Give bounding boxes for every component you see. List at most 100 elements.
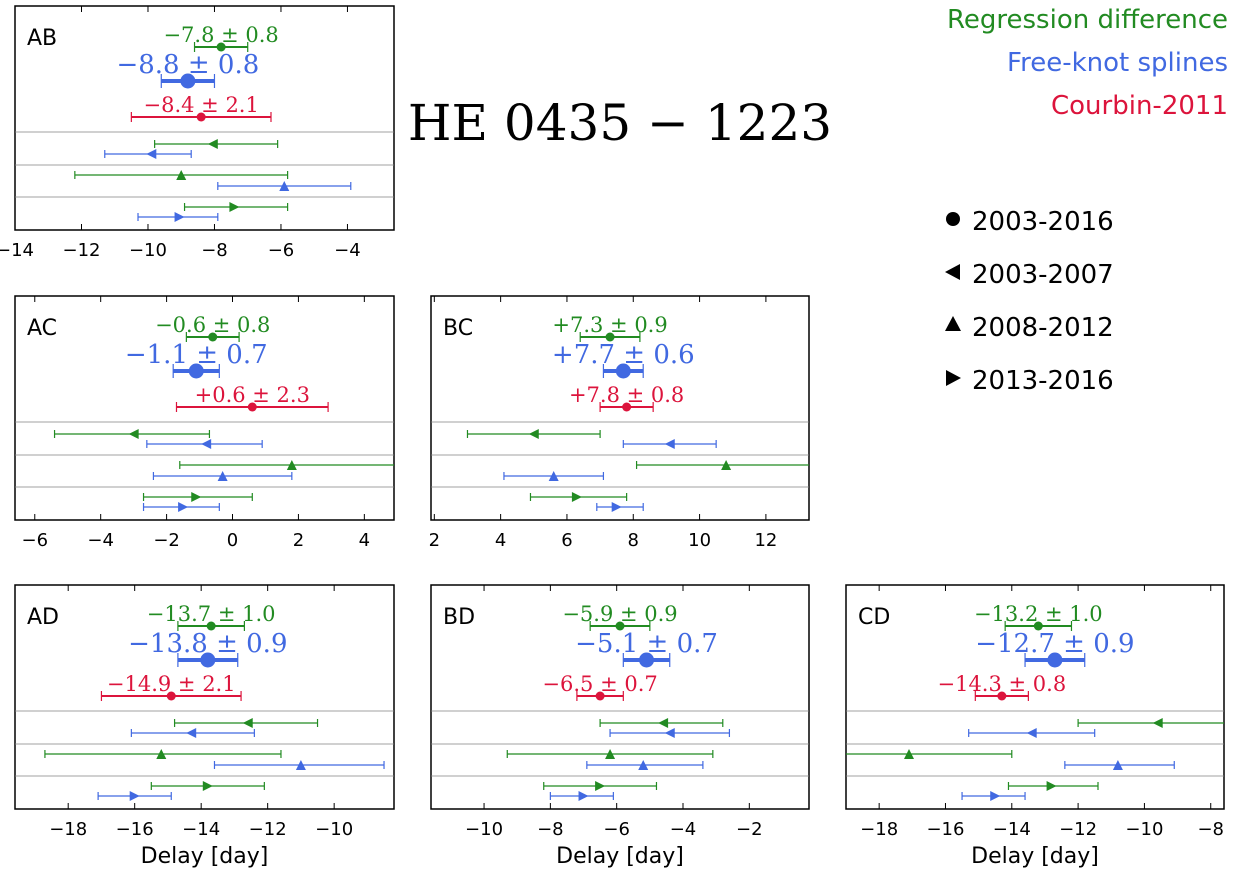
x-tick-label: −4	[87, 530, 114, 551]
legend-period-2008-2012: 2008-2012	[972, 313, 1114, 343]
summary-value-label-fks: −1.1 ± 0.7	[125, 340, 268, 370]
legend-circle-marker	[946, 212, 960, 226]
season-point-2003-2007-fks	[201, 439, 212, 449]
panel-label: BD	[443, 605, 475, 630]
summary-point-fks	[200, 652, 216, 668]
season-point-2013-2016-fks	[990, 791, 1001, 801]
x-tick-label: −4	[670, 819, 697, 840]
season-point-2003-2007-rd	[658, 718, 669, 728]
plot-area	[53, 332, 394, 512]
plot-area	[506, 621, 731, 801]
x-tick-label: −14	[0, 240, 34, 261]
x-tick-label: −12	[1059, 819, 1097, 840]
panel-ad: AD −13.7 ± 1.0 −13.8 ± 0.9 −14.9 ± 2.1 −18 −1…	[14, 584, 395, 869]
season-point-2008-2012-fks	[217, 471, 228, 481]
summary-point-c11	[622, 402, 632, 412]
x-tick-label: −14	[182, 819, 220, 840]
legend-method-free-knot-splines: Free-knot splines	[1007, 48, 1228, 78]
season-point-2013-2016-rd	[595, 781, 606, 791]
summary-value-label-fks: −12.7 ± 0.9	[975, 629, 1134, 659]
x-tick-label: 4	[359, 530, 370, 551]
panel-cd: CD −13.2 ± 1.0 −12.7 ± 0.9 −14.3 ± 0.8 −18 −1…	[845, 584, 1225, 869]
summary-value-label-rd: −5.9 ± 0.9	[562, 602, 677, 626]
panel-label: AD	[27, 605, 59, 630]
x-tick-label: −18	[49, 819, 87, 840]
panel-label: AC	[27, 316, 57, 341]
summary-value-label-c11: −14.9 ± 2.1	[107, 672, 236, 696]
legend-period-2013-2016: 2013-2016	[972, 366, 1114, 396]
panel-bd-frame	[430, 584, 810, 810]
summary-point-c11	[595, 691, 605, 701]
summary-point-c11	[997, 691, 1007, 701]
x-tick-label: −4	[334, 240, 361, 261]
summary-point-c11	[166, 691, 176, 701]
season-point-2013-2016-rd	[1046, 781, 1057, 791]
x-tick-label: −6	[268, 240, 295, 261]
summary-point-fks	[639, 652, 655, 668]
summary-point-c11	[247, 402, 257, 412]
x-tick-label: 4	[495, 530, 506, 551]
season-point-2003-2007-fks	[186, 728, 197, 738]
panel-ac: AC −0.6 ± 0.8 −1.1 ± 0.7 +0.6 ± 2.3 −6 −4 −2 0 2…	[14, 295, 395, 551]
x-tick-label: −8	[201, 240, 228, 261]
panel-label: CD	[858, 605, 890, 630]
panel-ac-frame	[14, 295, 395, 521]
summary-point-fks	[188, 363, 204, 379]
x-tick-label: −16	[926, 819, 964, 840]
season-point-2008-2012-fks	[279, 181, 290, 191]
plot-area	[846, 621, 1224, 801]
summary-point-fks	[180, 73, 196, 89]
season-point-2003-2007-fks	[664, 728, 675, 738]
panel-bd: BD −5.9 ± 0.9 −5.1 ± 0.7 −6.5 ± 0.7 −10 −8 −6 −…	[430, 584, 810, 869]
summary-point-rd	[1033, 621, 1043, 631]
summary-value-label-rd: +7.3 ± 0.9	[552, 313, 667, 337]
x-tick-label: 10	[688, 530, 711, 551]
x-tick-label: −12	[62, 240, 100, 261]
x-tick-label: −8	[1197, 819, 1224, 840]
season-point-2008-2012-fks	[1112, 760, 1123, 770]
x-tick-label: −2	[153, 530, 180, 551]
x-tick-label: 2	[293, 530, 304, 551]
season-point-2013-2016-rd	[191, 492, 202, 502]
summary-value-label-fks: −8.8 ± 0.8	[116, 50, 259, 80]
legend-method-courbin-2011: Courbin-2011	[1051, 91, 1228, 121]
season-point-2003-2007-rd	[207, 139, 218, 149]
season-point-2008-2012-rd	[721, 460, 732, 470]
x-tick-label: 6	[561, 530, 572, 551]
legend-triangle-up-marker	[945, 316, 961, 331]
season-point-2008-2012-rd	[904, 749, 914, 759]
x-tick-label: −2	[736, 819, 763, 840]
summary-point-rd	[605, 332, 615, 342]
figure-title: HE 0435 − 1223	[408, 94, 832, 152]
x-tick-label: −6	[22, 530, 49, 551]
x-axis-label: Delay [day]	[556, 844, 684, 869]
panel-ad-frame	[14, 584, 395, 810]
season-point-2003-2007-rd	[1152, 718, 1163, 728]
season-point-2003-2007-rd	[242, 718, 253, 728]
season-point-2008-2012-rd	[605, 749, 616, 759]
panel-label: AB	[27, 26, 57, 51]
season-errorbar-2008-2012-rd	[846, 750, 1013, 758]
season-point-2003-2007-fks	[1026, 728, 1037, 738]
summary-value-label-fks: −13.8 ± 0.9	[128, 629, 287, 659]
x-tick-label: −16	[116, 819, 154, 840]
summary-point-rd	[206, 621, 216, 631]
panel-bc-frame	[430, 295, 810, 521]
summary-point-c11	[196, 112, 206, 122]
x-tick-label: 2	[429, 530, 440, 551]
season-point-2013-2016-rd	[229, 202, 240, 212]
summary-value-label-rd: −13.2 ± 1.0	[974, 602, 1103, 626]
season-point-2008-2012-rd	[286, 460, 297, 470]
season-point-2008-2012-fks	[295, 760, 306, 770]
season-point-2008-2012-rd	[156, 749, 167, 759]
summary-value-label-fks: −5.1 ± 0.7	[575, 629, 718, 659]
season-point-2013-2016-fks	[178, 502, 189, 512]
panel-ab: AB −7.8 ± 0.8 −8.8 ± 0.8 −8.4 ± 2.1 −14 −12 −1…	[0, 5, 395, 261]
panel-cd-frame	[845, 584, 1225, 810]
season-point-2013-2016-rd	[571, 492, 582, 502]
summary-value-label-rd: −7.8 ± 0.8	[163, 23, 278, 47]
x-tick-label: −10	[315, 819, 353, 840]
summary-point-fks	[1047, 652, 1063, 668]
summary-value-label-rd: −0.6 ± 0.8	[155, 313, 270, 337]
plot-area	[74, 42, 352, 222]
